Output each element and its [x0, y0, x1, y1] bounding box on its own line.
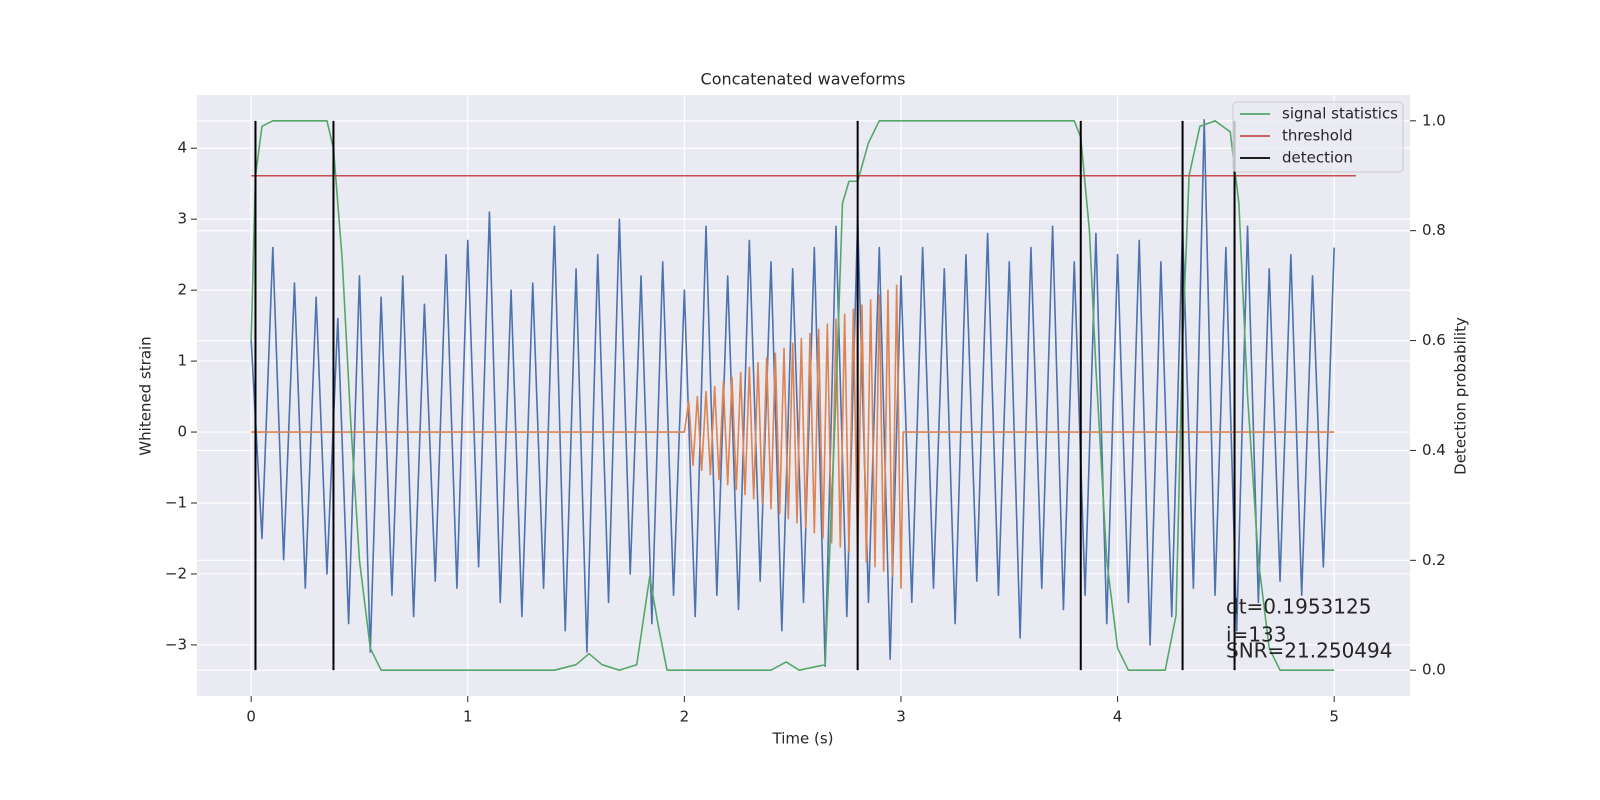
legend-label: signal statistics — [1282, 105, 1398, 123]
series-line — [251, 284, 1335, 589]
labels: 0 1 2 3 4 5 −3 −2 −1 0 1 2 3 4 0.0 0.2 0.4 0.6 0.8 1.0 — [165, 111, 1446, 725]
legend-label: detection — [1282, 149, 1353, 167]
y-tick-label: 3 — [177, 210, 187, 228]
x-tick-label: 5 — [1329, 708, 1339, 726]
x-tick-label: 4 — [1113, 708, 1123, 726]
x-tick-label: 0 — [246, 708, 256, 726]
x-tick-label: 3 — [896, 708, 906, 726]
y-tick-label: −3 — [165, 635, 187, 653]
y2-tick-label: 1.0 — [1422, 111, 1446, 129]
x-tick-label: 2 — [680, 708, 690, 726]
y-axis-label: Whitened strain — [137, 336, 155, 455]
legend-label: threshold — [1282, 127, 1353, 145]
y2-tick-label: 0.2 — [1422, 551, 1446, 569]
y2-axis-label: Detection probability — [1452, 317, 1470, 475]
y-tick-label: −1 — [165, 493, 187, 511]
legend: signal statistics threshold detection — [1232, 101, 1404, 173]
x-tick-label: 1 — [463, 708, 473, 726]
y2-tick-label: 0.0 — [1422, 661, 1446, 679]
y-tick-label: 0 — [177, 423, 187, 441]
y-tick-label: 2 — [177, 281, 187, 299]
chart-title: Concatenated waveforms — [701, 70, 906, 89]
x-axis-label: Time (s) — [772, 730, 834, 748]
series-line — [250, 119, 1335, 667]
series-line — [250, 120, 1335, 671]
annotation: dt=0.1953125 — [1226, 595, 1371, 619]
marks — [250, 119, 1356, 671]
y-tick-label: −2 — [165, 564, 187, 582]
y-tick-label: 1 — [177, 352, 187, 370]
y2-tick-label: 0.6 — [1422, 331, 1446, 349]
annotation: i=133 — [1226, 623, 1287, 647]
y2-tick-label: 0.4 — [1422, 441, 1446, 459]
y-tick-label: 4 — [177, 139, 187, 157]
legend-box — [1232, 101, 1404, 173]
annotation: SNR=21.250494 — [1226, 639, 1392, 663]
y2-tick-label: 0.8 — [1422, 221, 1446, 239]
